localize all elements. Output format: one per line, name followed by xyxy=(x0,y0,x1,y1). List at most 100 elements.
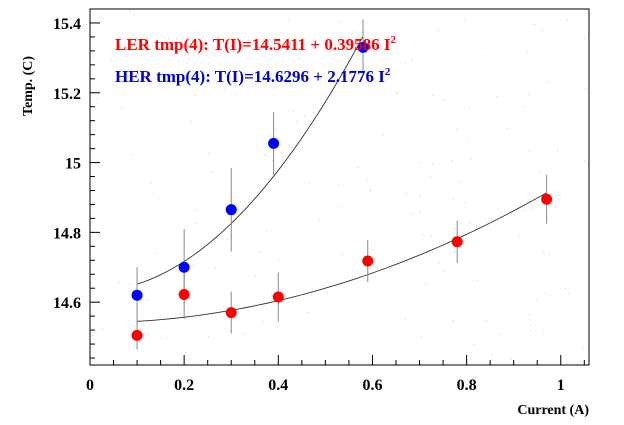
noise-dot xyxy=(227,238,228,240)
noise-dot xyxy=(529,324,531,326)
noise-dot xyxy=(420,336,422,338)
noise-dot xyxy=(256,198,258,200)
legend-ler-exponent: 2 xyxy=(391,34,397,46)
y-tick-label: 14.8 xyxy=(53,225,81,242)
noise-dot xyxy=(185,352,187,353)
noise-dot xyxy=(338,185,339,187)
noise-dot xyxy=(451,159,452,161)
legend-ler-label: LER tmp(4): T(I)=14.5411 + 0.39586 I xyxy=(115,35,391,54)
noise-dot xyxy=(442,270,444,272)
noise-dot xyxy=(528,93,530,95)
noise-dot xyxy=(405,318,406,319)
noise-dot xyxy=(487,47,489,49)
plot-frame xyxy=(89,8,590,366)
noise-dot xyxy=(528,151,530,153)
noise-dot xyxy=(195,209,197,211)
noise-dot xyxy=(94,13,96,15)
noise-dot xyxy=(292,110,294,112)
noise-dot xyxy=(437,30,439,31)
noise-dot xyxy=(442,99,444,101)
data-point-ler xyxy=(225,307,237,319)
noise-dot xyxy=(214,267,216,269)
noise-dot xyxy=(425,283,427,285)
noise-dot xyxy=(499,333,501,335)
noise-dot xyxy=(338,207,340,209)
noise-dot xyxy=(369,190,371,192)
data-point-her xyxy=(131,289,143,301)
noise-dot xyxy=(342,253,343,255)
noise-dot xyxy=(485,319,487,321)
noise-dot xyxy=(190,120,192,122)
data-point-ler xyxy=(272,291,284,303)
noise-dot xyxy=(543,330,545,332)
noise-dot xyxy=(430,175,432,177)
noise-dot xyxy=(397,92,399,94)
noise-dot xyxy=(438,262,440,264)
noise-dot xyxy=(223,89,225,91)
noise-dot xyxy=(121,107,122,109)
noise-dot xyxy=(534,24,535,25)
noise-dot xyxy=(276,129,278,131)
noise-dot xyxy=(540,172,542,174)
y-tick-label: 15.4 xyxy=(53,16,81,33)
noise-dot xyxy=(549,253,550,255)
noise-dot xyxy=(129,283,131,285)
noise-dot xyxy=(455,128,457,130)
noise-dot xyxy=(473,343,475,345)
data-point-ler xyxy=(178,288,190,300)
noise-dot xyxy=(524,106,526,108)
noise-dot xyxy=(469,222,471,224)
y-tick-label: 15.2 xyxy=(53,86,81,103)
noise-dot xyxy=(93,332,95,334)
noise-dot xyxy=(338,22,340,24)
noise-dot xyxy=(261,321,263,323)
noise-dot xyxy=(272,160,274,162)
noise-dot xyxy=(277,325,279,327)
noise-dot xyxy=(102,327,104,329)
noise-dot xyxy=(288,18,290,20)
noise-dot xyxy=(536,300,538,302)
noise-dot xyxy=(196,223,197,225)
noise-dot xyxy=(367,180,369,182)
noise-dot xyxy=(407,335,409,337)
noise-dot xyxy=(548,295,550,297)
noise-dot xyxy=(530,330,532,332)
fit-curves xyxy=(136,35,547,322)
axis-ticks: 0 0.2 0.4 0.6 0.8 1 14.6 14.8 15 15.2 15.4 xyxy=(53,16,585,394)
fit-curve-ler xyxy=(137,192,547,322)
noise-dot xyxy=(531,207,533,209)
noise-dot xyxy=(546,81,548,83)
noise-dot xyxy=(296,43,298,45)
noise-dot xyxy=(566,19,568,21)
data-point-ler xyxy=(131,329,143,341)
noise-dot xyxy=(545,292,547,294)
noise-dot xyxy=(405,61,406,63)
noise-dot xyxy=(579,360,581,362)
noise-dot xyxy=(430,234,432,236)
noise-dot xyxy=(131,49,133,51)
noise-dot xyxy=(110,58,112,60)
legend-her-exponent: 2 xyxy=(385,66,391,78)
noise-dot xyxy=(519,234,521,236)
x-tick-label: 0.4 xyxy=(268,377,288,394)
noise-dot xyxy=(277,260,279,262)
noise-dot xyxy=(208,336,209,338)
noise-dot xyxy=(304,114,306,116)
legend-entry-her: HER tmp(4): T(I)=14.6296 + 2.1776 I2 xyxy=(115,66,391,86)
noise-dot xyxy=(450,327,452,329)
noise-dot xyxy=(585,88,587,90)
noise-dot xyxy=(122,92,124,93)
noise-dot xyxy=(97,98,99,100)
data-point-ler xyxy=(362,255,374,267)
noise-dot xyxy=(212,171,214,173)
noise-dot xyxy=(418,162,420,164)
x-tick-label: 0.8 xyxy=(457,377,477,394)
noise-dot xyxy=(406,192,407,194)
noise-dot xyxy=(526,51,528,53)
data-point-her xyxy=(268,137,280,149)
noise-dot xyxy=(346,69,348,71)
noise-dot xyxy=(130,154,132,156)
fit-curve-her xyxy=(136,35,364,285)
noise-dot xyxy=(236,94,237,95)
